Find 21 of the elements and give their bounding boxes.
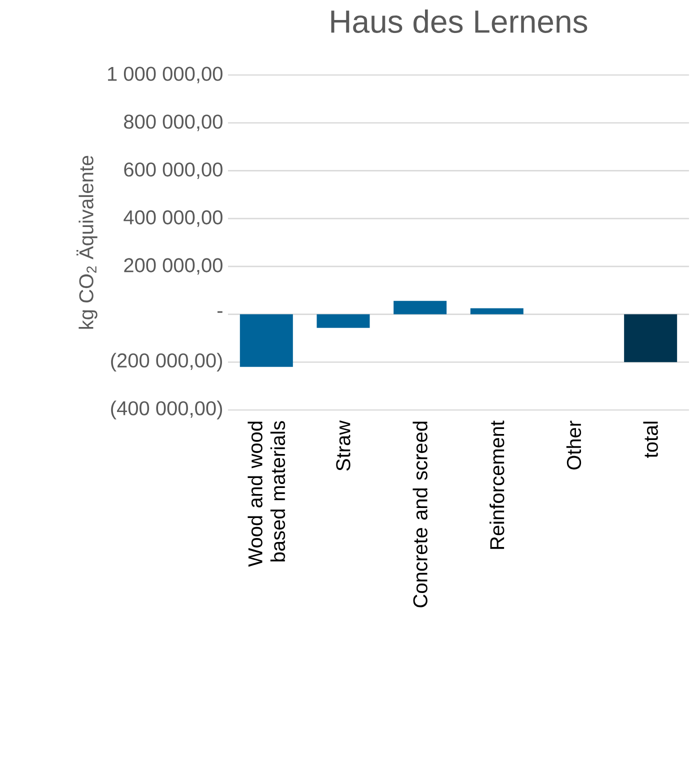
bar	[470, 308, 524, 314]
y-tick-label: (400 000,00)	[111, 400, 222, 420]
x-tick-label: total	[643, 422, 658, 458]
x-tick-label: Reinforcement	[490, 420, 504, 549]
bar	[240, 314, 294, 367]
x-tick-label: Wood and wood based materials	[248, 421, 286, 567]
bar	[394, 300, 447, 314]
y-tick-label: 1 000 000,00	[108, 66, 223, 84]
y-tick-label: 400 000,00	[124, 210, 223, 227]
y-tick-label: -	[218, 311, 223, 313]
x-tick-label: Concrete and screed	[412, 422, 428, 608]
y-tick-label: (200 000,00)	[111, 352, 222, 372]
x-tick-label: Other	[566, 420, 582, 470]
y-tick-label: 600 000,00	[124, 162, 223, 179]
bar	[316, 314, 370, 328]
y-tick-label: 200 000,00	[124, 258, 223, 275]
y-axis-title: kg CO$_{2}$ Äquivalente	[76, 156, 98, 329]
y-tick-label: 800 000,00	[124, 114, 223, 132]
x-tick-label: Straw	[336, 420, 350, 471]
chart-title: Haus des Lernens	[331, 9, 588, 33]
bar	[624, 314, 678, 362]
